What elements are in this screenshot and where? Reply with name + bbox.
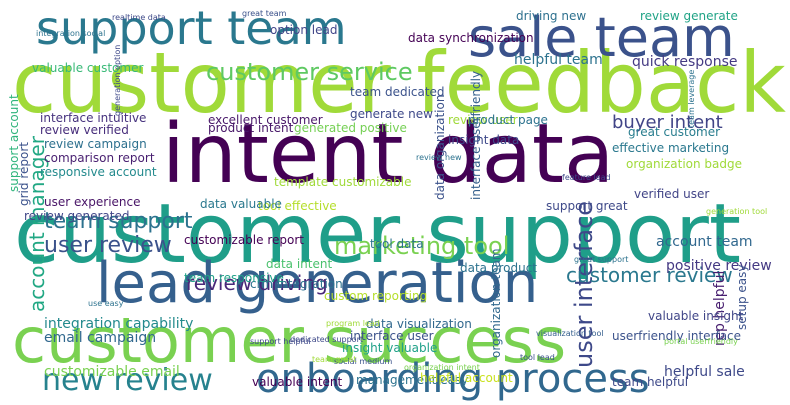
word-email-campaign: email campaign [44,330,156,346]
word-positive-review: positive review [666,258,772,274]
word-customizable-email: customizable email [44,364,180,380]
word-setup-easy: setup easy [735,265,749,330]
word-comparison-report: comparison report [44,151,155,165]
word-team-responsive: team responsive [184,271,284,285]
word-great-team: great team [242,9,287,18]
word-customer-service: customer service [206,58,413,86]
word-valuable-customer: valuable customer [32,61,143,75]
word-data-valuable: data valuable [200,197,282,211]
word-review-new: review new [416,153,462,162]
word-review-generate: review generate [640,9,738,23]
word-data-visualization: data visualization [366,317,472,331]
word-generated-positive: generated positive [294,121,407,135]
word-crm-integration: crm integration [250,277,343,291]
word-interface-userfriendly: interface userfriendly [469,71,483,200]
word-integration-social: integration social [36,29,105,38]
word-integration-capability: integration capability [44,316,193,332]
word-team-leverage: team leverage [687,70,696,128]
word-excellent-customer: excellent customer [208,113,323,127]
word-insight-valuable: insight valuable [342,341,437,355]
word-new-review: new review [42,363,213,398]
word-grid-report: grid report [17,142,31,206]
word-tool-lead: tool lead [520,353,555,362]
word-generation-tool: generation tool [706,207,767,216]
word-quick-response: quick response [632,54,738,70]
word-portal-userfriendly: portal userfriendly [664,337,738,346]
word-product-page: product page [468,113,548,127]
word-program-lead: program lead [326,319,380,328]
word-organization-intent: organization intent [404,363,480,372]
word-userfriendly-interface: userfriendly interface [612,329,741,343]
word-team-helpful: team helpful [612,375,688,389]
word-rep-helpful: rep helpful [712,271,728,346]
word-great-support: great support [574,255,628,264]
word-helpful-sale: helpful sale [664,364,745,380]
word-review-generated: review generated [24,209,129,223]
word-support-team: support team [36,1,347,55]
word-user-experience: user experience [44,195,141,209]
word-organization-badge: organization badge [626,157,742,171]
word-template-customizable: template customizable [274,175,412,189]
word-interface-user: interface user [350,329,434,343]
word-marketing-tool: marketing tool [334,232,509,260]
word-support-great: support great [546,199,628,213]
word-customizable-report: customizable report [184,233,304,247]
word-tool-data: tool data [370,237,424,251]
word-effective-marketing: effective marketing [612,141,729,155]
word-account-team: account team [656,234,753,250]
word-generate-new: generate new [350,107,433,121]
word-review-user: review user [448,113,518,127]
word-buyer-intent: buyer intent [612,112,723,133]
word-sale-team: sale team [468,6,735,69]
word-insight-data: insight data [448,133,519,147]
word-organization-team: organization team [489,248,503,358]
word-data-synchronization: data synchronization [408,31,534,45]
word-data-intent: data intent [266,257,332,271]
word-visualization-tool: visualization tool [536,329,604,338]
word-valuable-insight: valuable insight [648,309,744,323]
word-customer-success: customer success [12,304,566,377]
word-great-customer: great customer [628,125,720,139]
word-customer-feedback: customer feedback [12,34,786,132]
word-helpful-account: helpful account [420,371,513,385]
word-dedicated-support: dedicated support [290,335,363,344]
word-custom-reporting: custom reporting [324,289,427,303]
word-intent-data: intent data [162,107,614,202]
word-support-helpful: support helpful [250,337,311,346]
word-helpful-team: helpful team [514,52,603,68]
word-user-interface: user interface [570,201,598,368]
word-responsive-account: responsive account [40,165,157,179]
word-social-medium: social medium [334,357,392,366]
word-tool-effective: tool effective [258,199,337,213]
word-valuable-intent: valuable intent [252,375,343,389]
word-data-product: data product [460,261,537,275]
word-realtime-data: realtime data [112,13,166,22]
word-option-lead: option lead [270,23,337,37]
word-team-dedicated: team dedicated [350,85,445,99]
word-support-account: support account [7,94,21,192]
word-team-great: team great [312,355,356,364]
word-product-intent: product intent [208,121,294,135]
word-customer-support: customer support [14,187,741,282]
word-lead-generation: lead generation [96,251,538,316]
word-feature-lead: feature lead [562,173,611,182]
word-customer-review: customer review [566,263,733,287]
word-review-verified: review verified [40,123,129,137]
word-review-driving: review driving [186,271,328,295]
word-management-easy: management easy [356,373,468,387]
word-account-manager: account manager [25,135,49,312]
word-use-easy: use easy [88,299,124,308]
word-data-organization: data organization [433,95,447,200]
word-verified-user: verified user [634,187,709,201]
word-onboarding-process: onboarding process [256,356,650,402]
word-driving-new: driving new [516,9,586,23]
word-user-review: user review [44,233,172,258]
word-generation-option: generation option [113,45,122,116]
word-review-campaign: review campaign [44,137,147,151]
word-team-support: team support [44,209,193,234]
word-interface-intuitive: interface intuitive [40,111,146,125]
